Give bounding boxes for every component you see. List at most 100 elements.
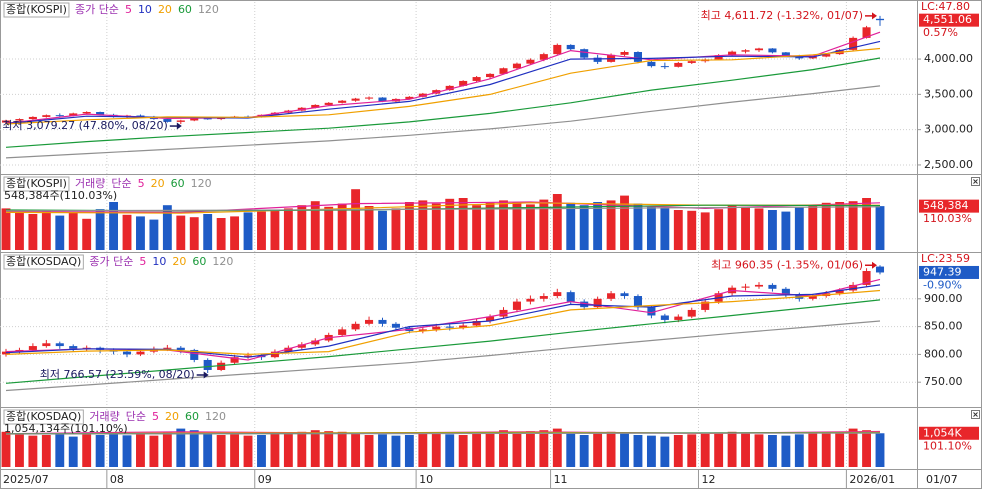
volume-bar (1, 208, 11, 250)
ma-line (5, 289, 881, 356)
volume-bar (297, 431, 307, 467)
candle-body (136, 351, 145, 355)
last-value-box (919, 265, 979, 279)
volume-bar (633, 203, 643, 250)
volume-bar (418, 200, 428, 250)
volume-bar (727, 205, 737, 250)
candle-body (633, 52, 643, 62)
change-label: 0.57% (923, 26, 958, 39)
volume-bar (579, 435, 589, 467)
legend-entry: 120 (191, 177, 212, 190)
last-value-label: 4,551.06 (923, 13, 972, 26)
annotation-arrowhead (203, 371, 209, 379)
candle-body (284, 347, 293, 352)
volume-bar (351, 433, 361, 467)
x-tick-label: 2026/01 (849, 473, 895, 486)
volume-bar (324, 431, 334, 467)
candle-body (714, 55, 723, 60)
volume-bar (15, 211, 24, 250)
volume-bar (28, 435, 38, 467)
candle-body (96, 112, 105, 115)
volume-bar (257, 211, 266, 250)
legend-entry: 5 (138, 177, 145, 190)
volume-bar (862, 198, 871, 250)
volume-bar (472, 205, 482, 250)
volume-bar (499, 200, 508, 250)
candle-body (190, 349, 199, 360)
candle-body (338, 100, 347, 103)
annotation-arrowhead (872, 12, 877, 20)
candle-body (69, 346, 78, 349)
legend-entry: 5 (139, 255, 146, 268)
volume-bar (203, 214, 213, 250)
candle-body (365, 319, 374, 324)
legend-entry: 60 (178, 3, 192, 16)
volume-bar (404, 202, 414, 250)
legend-label: 단순 (111, 177, 131, 190)
candle-body (1, 351, 11, 355)
panel-title: 종합(KOSPI) (6, 177, 67, 190)
volume-bar (660, 208, 670, 250)
volume-bar (189, 217, 199, 250)
candle-body (28, 346, 37, 350)
y-tick-label: 850.00 (924, 320, 963, 333)
volume-bar (351, 189, 361, 250)
volume-bar (176, 215, 186, 250)
volume-bar (324, 206, 334, 250)
ma-line (5, 284, 881, 358)
ma-line (5, 85, 881, 159)
last-value-box (919, 426, 979, 440)
close-icon (973, 412, 978, 417)
candle-body (674, 62, 683, 67)
volume-bar (364, 206, 374, 250)
candle-body (526, 298, 535, 302)
volume-bar (620, 195, 629, 250)
legend-entry: 5 (152, 410, 159, 423)
legend-entry: 120 (198, 3, 219, 16)
volume-bar (781, 435, 791, 467)
candle-body (391, 323, 400, 328)
candle-body (687, 309, 696, 317)
volume-bar (593, 202, 603, 250)
change-label: 110.03% (923, 212, 972, 225)
volume-bar (660, 436, 670, 467)
candle-body (351, 98, 360, 101)
volume-bar (646, 206, 656, 250)
volume-bar (216, 218, 226, 250)
volume-bar (270, 433, 280, 467)
volume-bar (673, 435, 683, 467)
volume-bar (700, 212, 710, 250)
volume-bar (767, 435, 777, 467)
legend-entry: 10 (138, 3, 152, 16)
volume-bar (243, 212, 253, 250)
volume-bar (431, 203, 441, 250)
candle-body (203, 359, 212, 370)
volume-bar (741, 433, 750, 467)
x-tick-label: 08 (110, 473, 124, 486)
volume-bar (485, 202, 495, 250)
volume-bar (485, 431, 495, 467)
volume-bar (458, 198, 468, 250)
candle-body (875, 266, 885, 273)
candle-body (768, 48, 777, 53)
volume-bar (620, 433, 629, 467)
volume-bar (525, 204, 535, 250)
candle-body (203, 118, 212, 120)
ma-line (5, 299, 881, 384)
panel-title: 종합(KOSPI) (6, 3, 67, 16)
last-value-box (919, 199, 979, 213)
volume-bar (741, 206, 750, 250)
high-annotation: 최고 960.35 (-1.35%, 01/06) (711, 258, 863, 271)
ma-line (5, 206, 881, 212)
last-value-label: 548,384 (923, 199, 969, 212)
volume-bar (283, 208, 293, 250)
volume-bar (512, 431, 522, 467)
legend-label: 단순 (126, 410, 146, 423)
x-tick-label: 09 (258, 473, 272, 486)
candle-body (472, 77, 481, 81)
volume-bar (364, 435, 374, 467)
candle-body (55, 343, 64, 347)
candle-body (512, 63, 521, 69)
candle-body (418, 93, 427, 97)
volume-bar (1, 431, 11, 467)
